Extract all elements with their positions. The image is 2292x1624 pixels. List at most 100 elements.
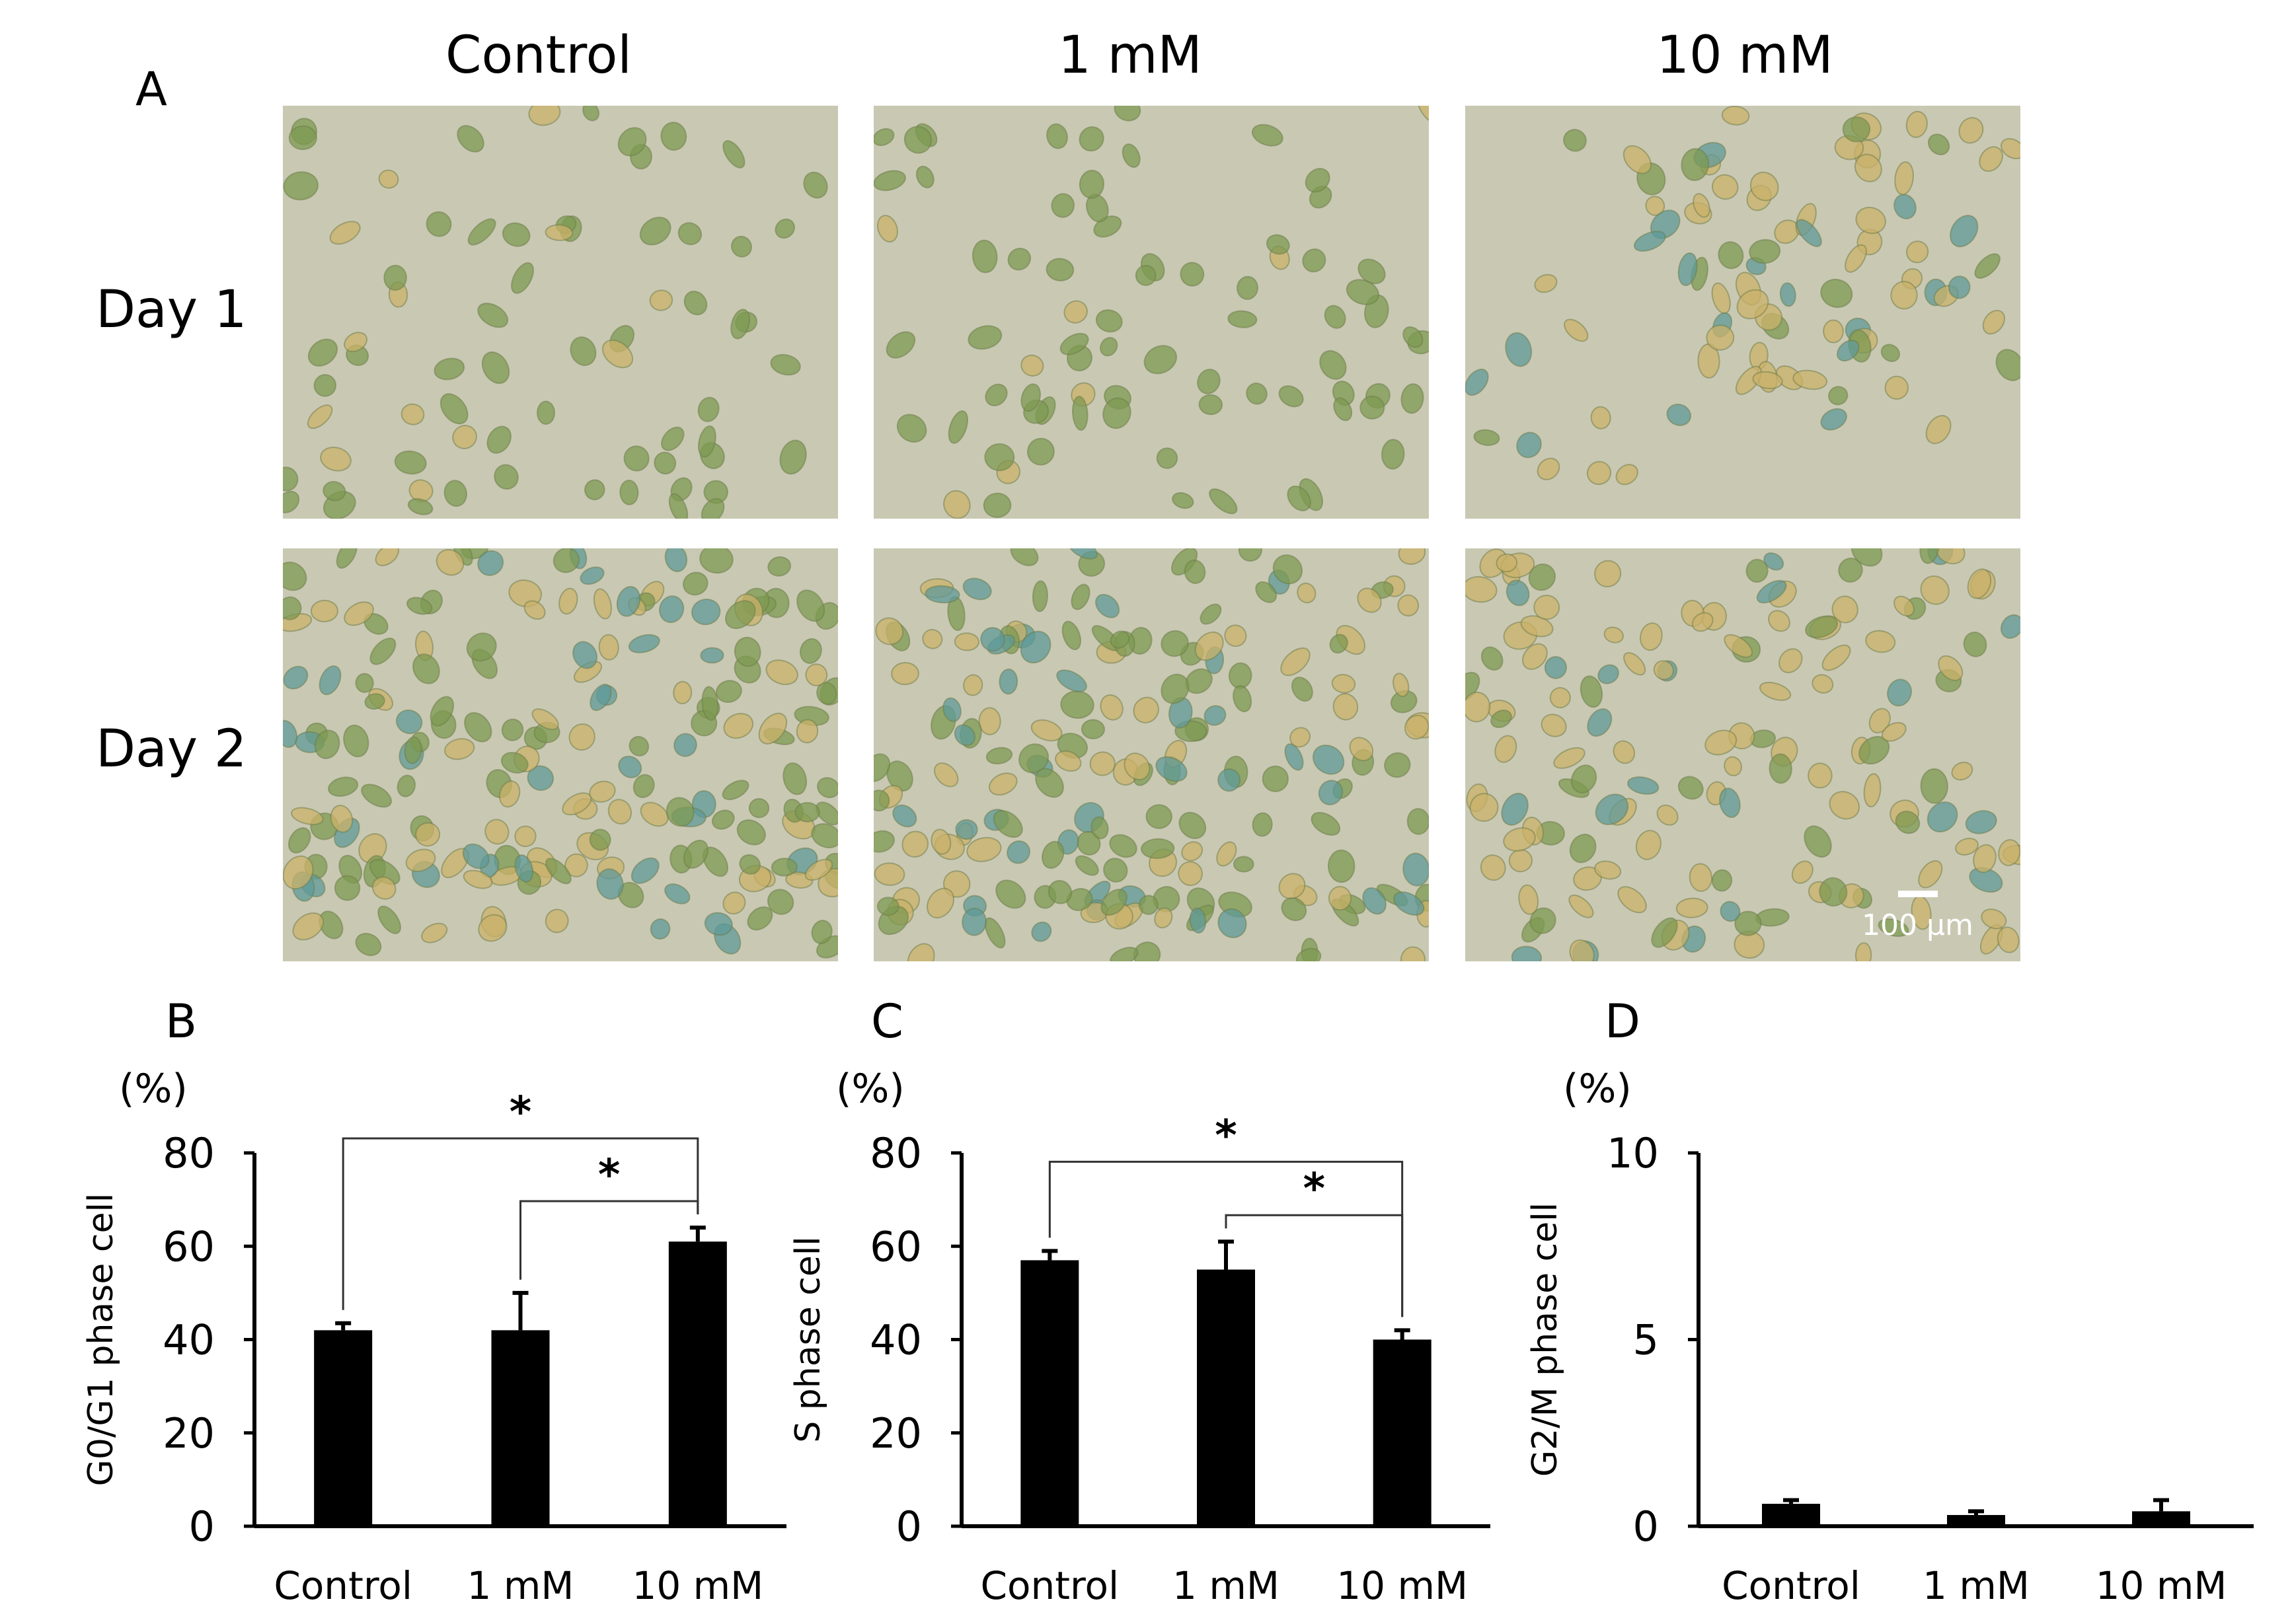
cell-blob [283,855,314,890]
cell-blob [1384,752,1411,778]
cell-blob [963,674,983,696]
cell-blob [1319,350,1347,380]
cell-blob [1544,656,1568,679]
cell-blob [1161,673,1190,704]
cell-blob [412,653,440,684]
chart-d: D (%) G2/M phase cell 0 5 10 Control 1 mM 10 mM [1525,994,2254,1608]
cell-blob [355,673,374,693]
cell-blob [371,876,397,900]
cell-blob [329,221,361,245]
cell-blob [931,829,952,855]
cell-blob [404,736,422,764]
cell-blob [683,290,708,316]
cell-blob [711,809,735,830]
cell-blob [1623,145,1652,174]
cell-blob [983,492,1012,519]
y-axis-label: S phase cell [788,1236,828,1442]
significance-bracket [1225,1214,1404,1317]
cell-blob [500,751,529,774]
cell-blob [985,747,1013,764]
cell-blob [328,776,359,797]
cell-blob [1905,240,1929,264]
cell-blob [596,868,624,900]
y-unit-label: (%) [1563,1066,1632,1112]
cell-blob [564,853,588,877]
cell-blob [1079,169,1105,199]
bar [1197,1269,1255,1526]
cell-blob [1404,714,1429,740]
cell-blob [1569,833,1597,864]
x-tick-label: Control [1722,1563,1860,1608]
cell-blob [874,170,906,192]
cell-blob [537,400,555,425]
cell-blob [1133,696,1159,723]
cell-blob [901,830,929,858]
cell-blob [1691,612,1714,632]
cell-blob [589,780,616,803]
cell-blob [1594,560,1622,587]
cell-blob [502,222,531,247]
cell-blob [511,262,534,294]
cell-blob [334,875,361,901]
row-label-day2: Day 2 [96,720,247,779]
cell-blob [1549,686,1571,709]
y-axis-label: G0/G1 phase cell [81,1193,121,1487]
cell-blob [1032,580,1048,612]
x-tick-label: 1 mM [1172,1563,1280,1608]
cell-blob [903,126,933,154]
cell-blob [700,647,724,664]
cell-blob [307,338,338,367]
cell-blob [1778,648,1803,673]
cell-blob [467,218,496,246]
cell-blob [1400,946,1426,961]
cell-blob [1635,830,1662,860]
cell-blob [1063,300,1088,324]
cell-blob [570,336,597,366]
cell-blob [523,600,546,620]
cell-blob [639,216,671,246]
x-tick-label: Control [981,1563,1120,1608]
cell-blob [668,493,689,519]
x-tick-label: 1 mM [467,1563,574,1608]
cell-blob [943,490,971,519]
cell-blob [1178,811,1207,840]
cell-blob [369,638,397,665]
cell-blob [1030,719,1063,742]
cell-blob [1878,918,1909,938]
cell-blob [699,548,734,574]
cell-blob [1209,488,1238,515]
cell-blob [1689,863,1713,892]
cell-blob [1103,858,1128,883]
cell-blob [1161,630,1189,657]
cell-blob [682,572,708,596]
cell-blob [397,774,416,797]
cell-blob [1272,554,1303,585]
cell-blob [632,774,655,798]
cell-blob [1653,660,1674,681]
significance-star: * [510,1088,531,1137]
cell-blob [1252,812,1273,837]
cell-blob [1677,252,1698,287]
cell-blob [640,801,669,827]
cell-blob [1318,780,1344,805]
cell-blob [336,548,358,569]
cell-blob [1963,631,1987,657]
cell-blob [654,451,677,475]
cell-blob [1769,753,1792,784]
cell-blob [1805,615,1839,639]
cell-blob [1792,369,1828,390]
cell-blob [758,712,788,745]
cell-blob [462,843,490,869]
chart-c: C (%) S phase cell 0 20 40 60 80 Control 1 mM 10 m… [788,994,1490,1608]
cell-blob [907,943,935,961]
x-tick-label: 10 mM [632,1563,763,1608]
cell-blob [1417,106,1429,124]
panel-letter: D [1605,994,1640,1049]
cell-blob [1720,901,1741,922]
cell-blob [1048,879,1073,904]
cell-blob [886,760,913,792]
column-label-control: Control [445,26,632,85]
cell-blob [980,626,1005,652]
cell-blob [1251,124,1283,147]
cell-blob [1829,791,1860,820]
